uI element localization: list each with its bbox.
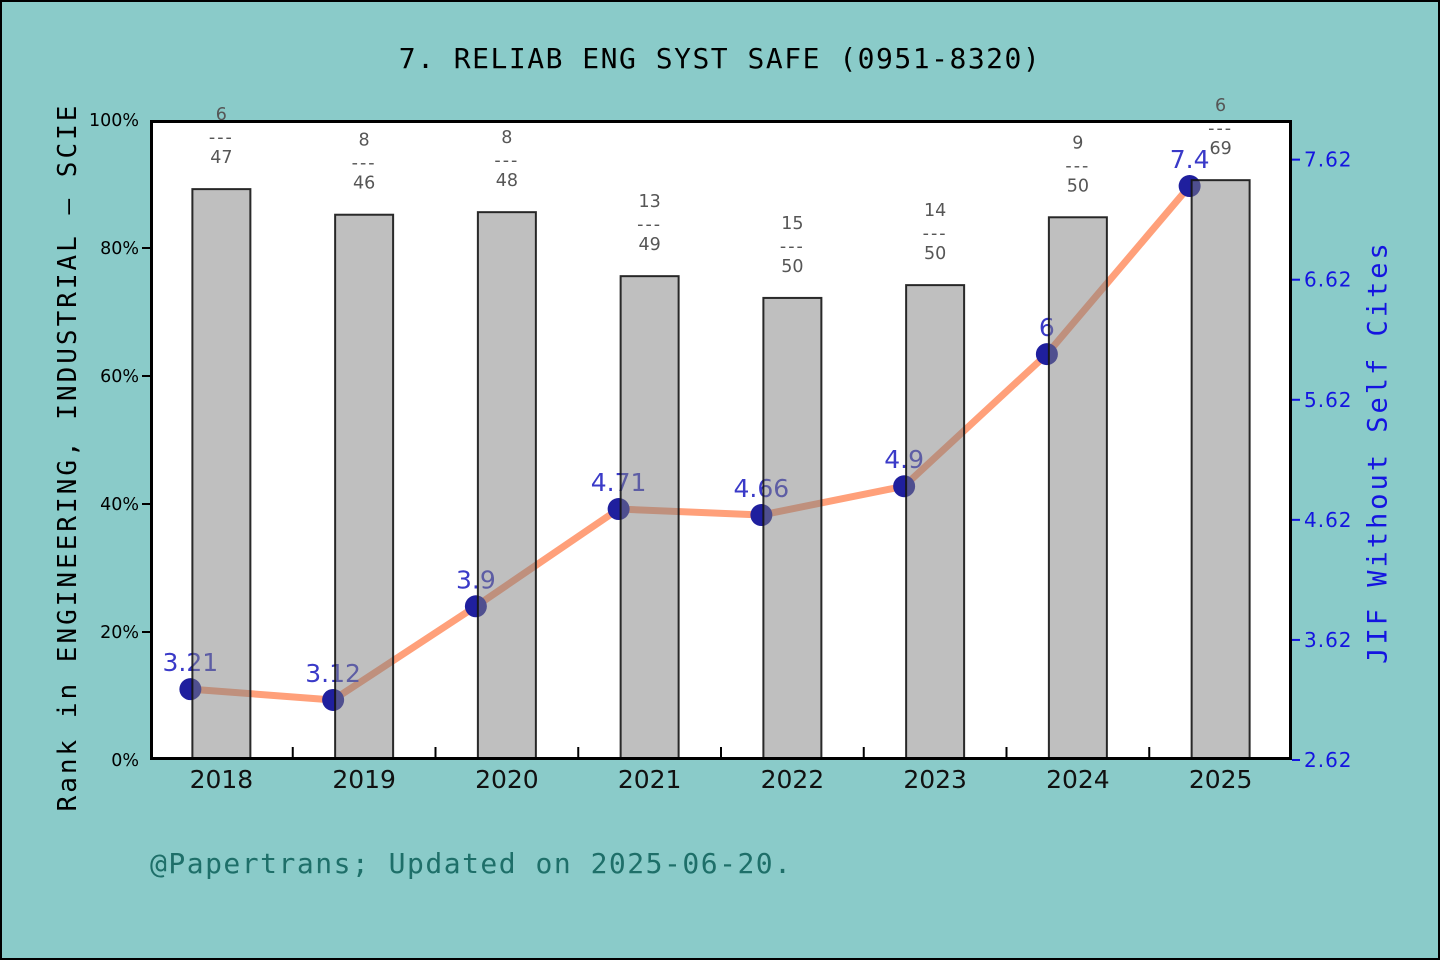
x-tick-label-2018: 2018: [190, 765, 254, 794]
left-tick-label-20%: 20%: [100, 623, 139, 643]
right-tick-label-6.62: 6.62: [1304, 268, 1353, 292]
chart-title: 7. RELIAB ENG SYST SAFE (0951-8320): [398, 42, 1042, 75]
right-tick-label-4.62: 4.62: [1304, 508, 1353, 532]
x-tick-label-2025: 2025: [1189, 765, 1253, 794]
watermark-credit: @Papertrans; Updated on 2025-06-20.: [150, 847, 793, 880]
x-tick-label-2022: 2022: [761, 765, 825, 794]
left-tick-label-0%: 0%: [111, 751, 139, 771]
left-axis-title: Rank in ENGINEERING, INDUSTRIAL — SCIE: [53, 102, 83, 812]
rank-num-2025: 6: [1215, 96, 1226, 116]
x-tick-label-2021: 2021: [618, 765, 682, 794]
left-tick-label-60%: 60%: [100, 367, 139, 387]
x-tick-label-2024: 2024: [1046, 765, 1110, 794]
plot-area: [150, 120, 1292, 760]
right-tick-label-2.62: 2.62: [1304, 748, 1353, 772]
left-tick-label-100%: 100%: [89, 111, 139, 131]
right-tick-label-3.62: 3.62: [1304, 628, 1353, 652]
x-tick-label-2019: 2019: [332, 765, 396, 794]
right-tick-label-7.62: 7.62: [1304, 148, 1353, 172]
left-tick-label-40%: 40%: [100, 495, 139, 515]
x-tick-label-2020: 2020: [475, 765, 539, 794]
x-tick-label-2023: 2023: [903, 765, 967, 794]
left-tick-label-80%: 80%: [100, 239, 139, 259]
right-tick-label-5.62: 5.62: [1304, 388, 1353, 412]
right-axis-title: JIF Without Self Cites: [1362, 240, 1394, 664]
